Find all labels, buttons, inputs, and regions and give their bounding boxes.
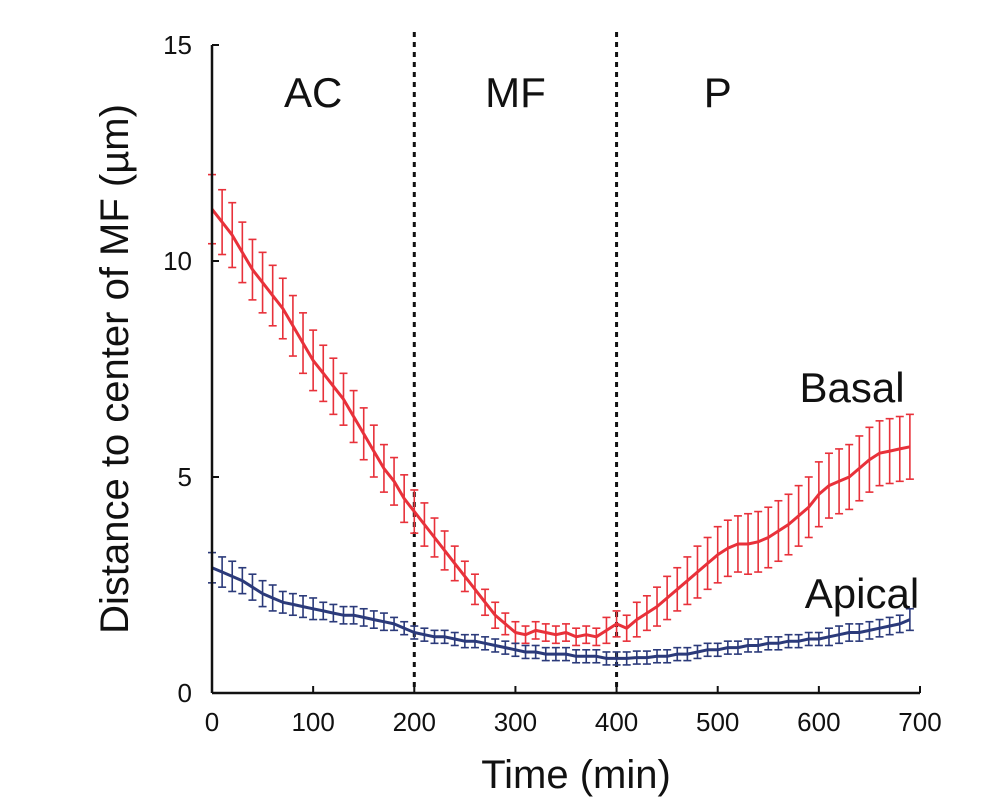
x-axis-ticks: 0 100 200 300 400 500 600 700 — [205, 686, 942, 737]
y-tick-label: 10 — [163, 246, 192, 276]
x-tick-label: 400 — [595, 707, 638, 737]
series-basal: Basal — [208, 173, 914, 647]
series-apical: Apical — [208, 551, 919, 666]
x-tick-label: 100 — [291, 707, 334, 737]
axes: 0 5 10 15 0 100 200 300 400 500 600 700 — [163, 30, 942, 737]
x-axis-title: Time (min) — [481, 753, 671, 797]
x-tick-label: 500 — [696, 707, 739, 737]
y-tick-label: 15 — [163, 30, 192, 60]
x-tick-label: 300 — [494, 707, 537, 737]
series-line-apical — [211, 566, 911, 660]
phase-regions: AC MF P — [284, 32, 732, 693]
x-tick-label: 200 — [393, 707, 436, 737]
region-label-p: P — [704, 69, 732, 116]
series-line-basal — [210, 208, 911, 639]
y-axis-ticks: 0 5 10 15 — [163, 30, 219, 708]
x-tick-label: 700 — [898, 707, 941, 737]
y-tick-label: 5 — [178, 462, 192, 492]
series-layer: Basal Apical — [208, 173, 919, 666]
y-tick-label: 0 — [178, 678, 192, 708]
y-axis-title: Distance to center of MF (µm) — [93, 104, 137, 634]
x-tick-label: 0 — [205, 707, 219, 737]
region-label-mf: MF — [485, 69, 546, 116]
x-tick-label: 600 — [797, 707, 840, 737]
region-label-ac: AC — [284, 69, 342, 116]
series-label-apical: Apical — [805, 570, 919, 617]
series-label-basal: Basal — [799, 364, 904, 411]
